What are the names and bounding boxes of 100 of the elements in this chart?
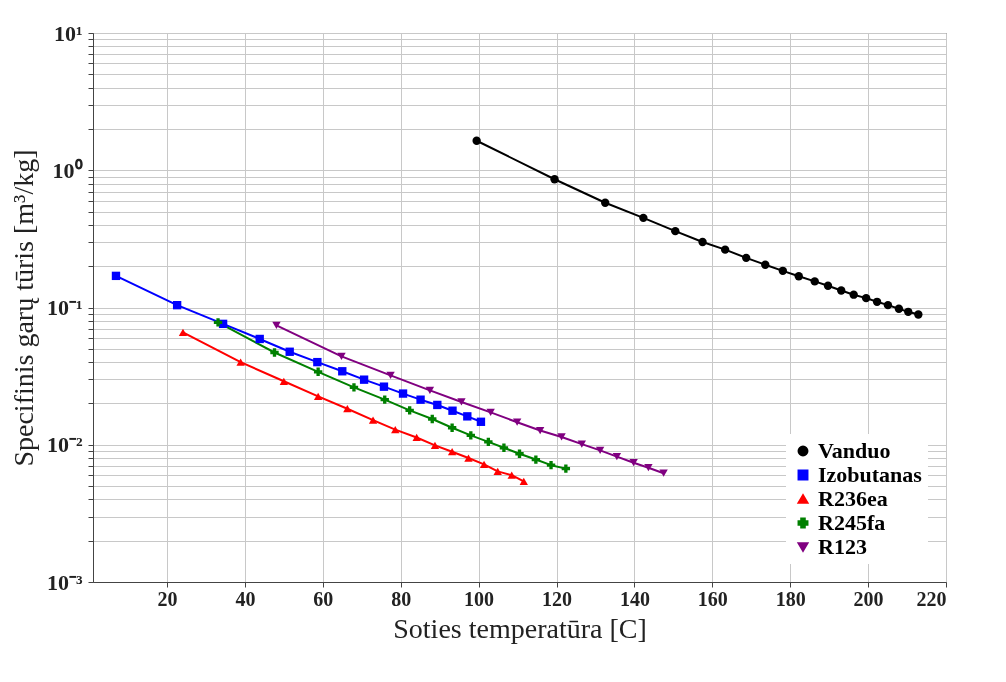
x-tick-label: 180 [775, 587, 806, 610]
point [398, 389, 408, 398]
point [379, 382, 389, 391]
point [380, 395, 389, 404]
legend-label: R245fa [818, 510, 886, 535]
point [428, 414, 437, 424]
y-tick-label: 10¹ [53, 20, 83, 46]
point [405, 406, 414, 415]
point [447, 423, 457, 432]
point [499, 443, 509, 452]
point [349, 383, 359, 392]
y-tick-label: 10⁰ [52, 157, 83, 183]
point [285, 347, 294, 356]
point [476, 417, 486, 426]
point [213, 318, 223, 327]
point [391, 425, 400, 434]
point [810, 277, 819, 286]
point [236, 358, 245, 366]
x-tick-label: 80 [391, 587, 412, 610]
point [894, 304, 904, 313]
point [519, 477, 528, 486]
x-tick-label: 220 [916, 587, 947, 610]
point [914, 310, 923, 319]
x-tick-label: 200 [853, 587, 884, 610]
point [270, 348, 279, 357]
point [507, 471, 516, 479]
point [448, 406, 457, 415]
point [823, 281, 833, 290]
point [531, 455, 541, 464]
point [386, 371, 395, 380]
point [794, 272, 803, 281]
point [484, 437, 493, 447]
point [479, 460, 489, 468]
point [659, 469, 668, 477]
point [412, 433, 421, 442]
point [279, 377, 289, 385]
x-tick-label: 40 [235, 587, 256, 610]
point [486, 408, 495, 417]
x-tick-label: 100 [464, 587, 495, 610]
point [457, 398, 466, 406]
point [742, 253, 751, 263]
point [338, 367, 347, 376]
point [720, 245, 730, 254]
point [416, 395, 425, 404]
point [561, 464, 571, 473]
x-axis-title: Soties temperatūra [C] [393, 612, 647, 644]
point [255, 334, 264, 344]
point [872, 297, 882, 306]
point [761, 260, 770, 269]
point [904, 307, 913, 316]
point [368, 416, 378, 424]
point [178, 328, 188, 336]
y-axis-title: Specifinis garų tūris [m³/kg] [7, 149, 39, 467]
point [557, 433, 566, 441]
point [612, 452, 622, 461]
point [837, 286, 846, 295]
point [644, 464, 653, 472]
x-tick-label: 60 [313, 587, 334, 610]
point [433, 400, 442, 410]
point [883, 300, 893, 310]
point [515, 449, 524, 458]
point [172, 300, 182, 310]
point [464, 454, 473, 462]
point [493, 467, 502, 475]
legend-label: Vanduo [818, 438, 891, 463]
y-tick-label: 10⁻³ [46, 569, 83, 595]
point [111, 271, 121, 281]
x-tick-label: 20 [157, 587, 178, 610]
point [629, 459, 638, 467]
point [463, 412, 472, 421]
point [425, 386, 435, 394]
point [550, 175, 559, 184]
point [601, 198, 610, 207]
point [313, 357, 322, 367]
point [447, 448, 457, 456]
y-tick-label: 10⁻¹ [46, 295, 83, 320]
legend-label: R123 [818, 534, 867, 559]
legend-label: Izobutanas [818, 462, 923, 487]
point [430, 441, 440, 449]
point [778, 266, 787, 276]
point [313, 367, 323, 376]
point [698, 237, 707, 247]
point [472, 136, 481, 145]
x-tick-label: 140 [619, 587, 650, 610]
x-tick-label: 120 [542, 587, 572, 610]
point [272, 321, 281, 330]
point [849, 290, 858, 299]
y-tick-label: 10⁻² [46, 432, 83, 458]
legend-label: R236ea [818, 486, 888, 511]
point [861, 293, 871, 303]
point [466, 431, 475, 440]
x-tick-label: 160 [697, 587, 728, 610]
point [671, 226, 680, 236]
point [535, 426, 545, 435]
point [639, 213, 648, 223]
point [337, 352, 346, 361]
point [546, 460, 556, 470]
point [359, 375, 369, 384]
point [577, 440, 586, 448]
point [595, 446, 605, 454]
